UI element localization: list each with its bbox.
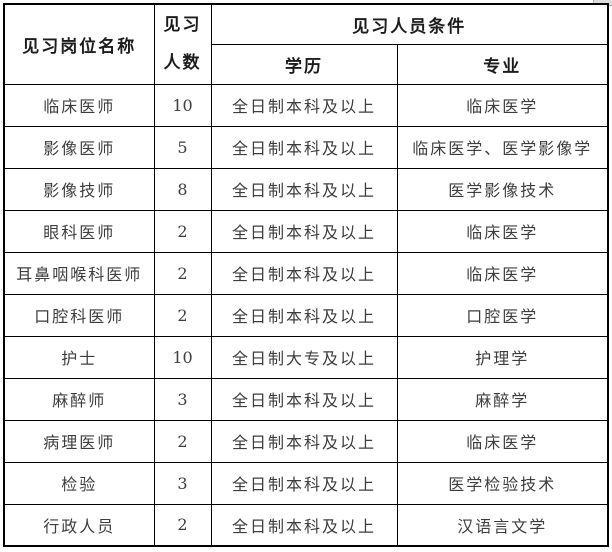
cell-intern-count: 3	[153, 377, 212, 421]
header-intern-conditions: 见习人员条件	[210, 3, 609, 45]
cell-position-name: 影像医师	[3, 125, 155, 169]
cell-intern-count: 3	[153, 461, 212, 505]
header-education: 学历	[210, 43, 398, 85]
header-position-name: 见习岗位名称	[3, 3, 155, 85]
table-row: 影像医师 5 全日制本科及以上 临床医学、医学影像学	[3, 125, 609, 169]
table-row: 影像技师 8 全日制本科及以上 医学影像技术	[3, 167, 609, 211]
table-row: 眼科医师 2 全日制本科及以上 临床医学	[3, 209, 609, 253]
cell-intern-count: 2	[153, 209, 212, 253]
header-intern-count: 见习人数	[153, 3, 212, 85]
cell-position-name: 病理医师	[3, 419, 155, 463]
cell-position-name: 临床医师	[3, 83, 155, 127]
table-header: 见习岗位名称 见习人数 见习人员条件 学历 专业	[3, 3, 609, 85]
cell-position-name: 护士	[3, 335, 155, 379]
header-major: 专业	[396, 43, 609, 85]
cell-education: 全日制本科及以上	[210, 461, 398, 505]
table-row: 病理医师 2 全日制本科及以上 临床医学	[3, 419, 609, 463]
header-row-2: 学历 专业	[4, 43, 609, 85]
table-row: 口腔科医师 2 全日制本科及以上 口腔医学	[3, 293, 609, 337]
cell-major: 医学检验技术	[396, 461, 609, 505]
cell-intern-count: 2	[153, 503, 212, 547]
cell-education: 全日制本科及以上	[210, 209, 398, 253]
cell-intern-count: 2	[153, 293, 212, 337]
cell-major: 临床医学	[396, 209, 609, 253]
cell-major: 麻醉学	[396, 377, 609, 421]
cell-education: 全日制本科及以上	[210, 503, 398, 547]
cell-major: 护理学	[396, 335, 609, 379]
cell-major: 临床医学	[396, 83, 609, 127]
cell-position-name: 检验	[3, 461, 155, 505]
cell-major: 医学影像技术	[396, 167, 609, 211]
table-row: 护士 10 全日制大专及以上 护理学	[3, 335, 609, 379]
cell-major: 临床医学	[396, 419, 609, 463]
table-row: 麻醉师 3 全日制本科及以上 麻醉学	[3, 377, 609, 421]
cell-major: 口腔医学	[396, 293, 609, 337]
cell-education: 全日制本科及以上	[210, 251, 398, 295]
cell-education: 全日制本科及以上	[210, 125, 398, 169]
cell-position-name: 眼科医师	[3, 209, 155, 253]
cell-intern-count: 5	[153, 125, 212, 169]
cell-intern-count: 8	[153, 167, 212, 211]
table-body: 临床医师 10 全日制本科及以上 临床医学 影像医师 5 全日制本科及以上 临床…	[3, 83, 609, 547]
cell-major: 临床医学	[396, 251, 609, 295]
cell-education: 全日制本科及以上	[210, 293, 398, 337]
cell-education: 全日制本科及以上	[210, 419, 398, 463]
cell-position-name: 口腔科医师	[3, 293, 155, 337]
table-row: 耳鼻咽喉科医师 2 全日制本科及以上 临床医学	[3, 251, 609, 295]
cell-education: 全日制本科及以上	[210, 83, 398, 127]
table-row: 行政人员 2 全日制本科及以上 汉语言文学	[3, 503, 609, 547]
header-row-1: 见习岗位名称 见习人数 见习人员条件	[3, 3, 609, 85]
cell-education: 全日制本科及以上	[210, 167, 398, 211]
cell-intern-count: 2	[153, 419, 212, 463]
cell-position-name: 麻醉师	[3, 377, 155, 421]
cell-intern-count: 2	[153, 251, 212, 295]
cell-position-name: 耳鼻咽喉科医师	[3, 251, 155, 295]
cell-position-name: 行政人员	[3, 503, 155, 547]
cell-position-name: 影像技师	[3, 167, 155, 211]
cell-education: 全日制大专及以上	[210, 335, 398, 379]
cell-major: 临床医学、医学影像学	[396, 125, 609, 169]
table-row: 检验 3 全日制本科及以上 医学检验技术	[3, 461, 609, 505]
cell-intern-count: 10	[153, 83, 212, 127]
table-row: 临床医师 10 全日制本科及以上 临床医学	[3, 83, 609, 127]
cell-major: 汉语言文学	[396, 503, 609, 547]
cell-intern-count: 10	[153, 335, 212, 379]
cell-education: 全日制本科及以上	[210, 377, 398, 421]
internship-positions-table: 见习岗位名称 见习人数 见习人员条件 学历 专业 临床医师 10 全日制本科及以…	[3, 3, 609, 547]
